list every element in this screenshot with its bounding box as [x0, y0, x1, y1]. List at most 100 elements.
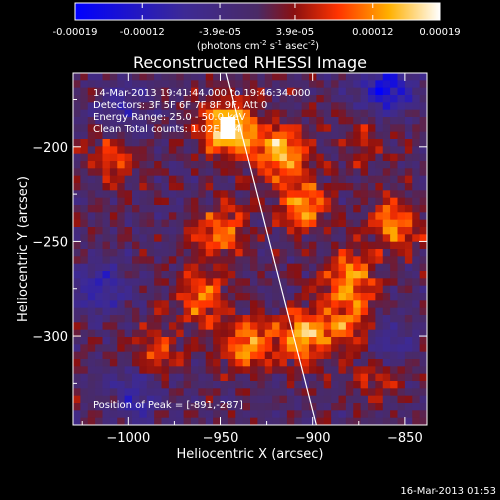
heatmap-cell	[331, 278, 339, 287]
heatmap-cell	[368, 359, 376, 367]
heatmap-cell	[235, 373, 244, 382]
heatmap-cell	[205, 153, 214, 162]
heatmap-cell	[338, 263, 347, 272]
heatmap-cell	[257, 109, 266, 118]
heatmap-cell	[419, 102, 427, 111]
heatmap-cell	[213, 168, 221, 177]
heatmap-cell	[279, 417, 288, 425]
heatmap-cell	[191, 263, 199, 272]
heatmap-cell	[132, 395, 140, 404]
heatmap-cell	[257, 175, 266, 184]
heatmap-cell	[227, 219, 236, 228]
heatmap-cell	[382, 175, 391, 184]
heatmap-cell	[419, 395, 427, 404]
heatmap-cell	[132, 146, 140, 155]
heatmap-cell	[161, 153, 170, 162]
heatmap-cell	[205, 80, 214, 89]
heatmap-cell	[235, 300, 244, 309]
heatmap-cell	[404, 87, 413, 96]
heatmap-cell	[294, 241, 303, 250]
x-tick-label: −1000	[106, 431, 150, 446]
heatmap-cell	[227, 124, 236, 133]
heatmap-cell	[168, 285, 177, 294]
heatmap-cell	[353, 410, 362, 419]
heatmap-cell	[168, 153, 177, 162]
heatmap-cell	[102, 344, 111, 353]
heatmap-cell	[198, 175, 207, 184]
heatmap-cell	[368, 146, 376, 155]
heatmap-cell	[213, 344, 221, 353]
heatmap-cell	[139, 146, 148, 155]
heatmap-cell	[80, 205, 89, 213]
heatmap-cell	[220, 183, 229, 191]
heatmap-cell	[345, 373, 354, 382]
heatmap-cell	[375, 87, 384, 96]
heatmap-cell	[331, 117, 339, 125]
heatmap-cell	[338, 256, 347, 265]
heatmap-cell	[323, 293, 332, 301]
heatmap-cell	[309, 322, 317, 331]
heatmap-cell	[132, 205, 140, 213]
heatmap-cell	[154, 227, 162, 235]
heatmap-cell	[375, 344, 384, 353]
heatmap-cell	[161, 146, 170, 155]
heatmap-cell	[316, 278, 325, 287]
heatmap-cell	[272, 256, 280, 265]
heatmap-cell	[331, 168, 339, 177]
heatmap-cell	[345, 271, 354, 279]
heatmap-cell	[390, 263, 398, 272]
heatmap-cell	[227, 307, 236, 316]
heatmap-cell	[242, 73, 251, 81]
heatmap-cell	[161, 293, 170, 301]
heatmap-cell	[264, 278, 273, 287]
heatmap-cell	[73, 146, 81, 155]
heatmap-cell	[154, 197, 162, 206]
heatmap-cell	[272, 322, 280, 331]
heatmap-cell	[264, 139, 273, 147]
heatmap-cell	[95, 249, 103, 257]
heatmap-cell	[419, 366, 427, 375]
heatmap-cell	[183, 161, 192, 169]
heatmap-cell	[73, 417, 81, 425]
heatmap-cell	[382, 102, 391, 111]
heatmap-cell	[338, 109, 347, 118]
heatmap-cell	[117, 307, 126, 316]
heatmap-cell	[375, 263, 384, 272]
heatmap-cell	[80, 117, 89, 125]
heatmap-cell	[353, 131, 362, 140]
heatmap-cell	[109, 175, 118, 184]
heatmap-cell	[242, 322, 251, 331]
heatmap-cell	[353, 395, 362, 404]
heatmap-cell	[390, 87, 398, 96]
y-axis-label: Heliocentric Y (arcsec)	[16, 176, 31, 322]
heatmap-cell	[109, 381, 118, 389]
heatmap-cell	[331, 322, 339, 331]
heatmap-cell	[390, 344, 398, 353]
heatmap-cell	[191, 329, 199, 338]
heatmap-cell	[124, 388, 133, 397]
heatmap-cell	[242, 256, 251, 265]
heatmap-cell	[139, 256, 148, 265]
heatmap-cell	[95, 410, 103, 419]
heatmap-cell	[95, 205, 103, 213]
heatmap-cell	[109, 366, 118, 375]
heatmap-cell	[390, 337, 398, 345]
heatmap-cell	[412, 271, 421, 279]
heatmap-cell	[183, 227, 192, 235]
heatmap-cell	[73, 271, 81, 279]
heatmap-cell	[404, 395, 413, 404]
heatmap-cell	[316, 366, 325, 375]
heatmap-cell	[154, 168, 162, 177]
heatmap-cell	[309, 95, 317, 103]
heatmap-cell	[132, 197, 140, 206]
heatmap-cell	[368, 139, 376, 147]
heatmap-cell	[257, 373, 266, 382]
heatmap-cell	[286, 168, 295, 177]
heatmap-cell	[382, 307, 391, 316]
x-tick-label: −950	[203, 431, 239, 446]
heatmap-cell	[227, 329, 236, 338]
heatmap-cell	[132, 234, 140, 243]
heatmap-cell	[132, 403, 140, 411]
heatmap-cell	[95, 131, 103, 140]
heatmap-cell	[168, 241, 177, 250]
